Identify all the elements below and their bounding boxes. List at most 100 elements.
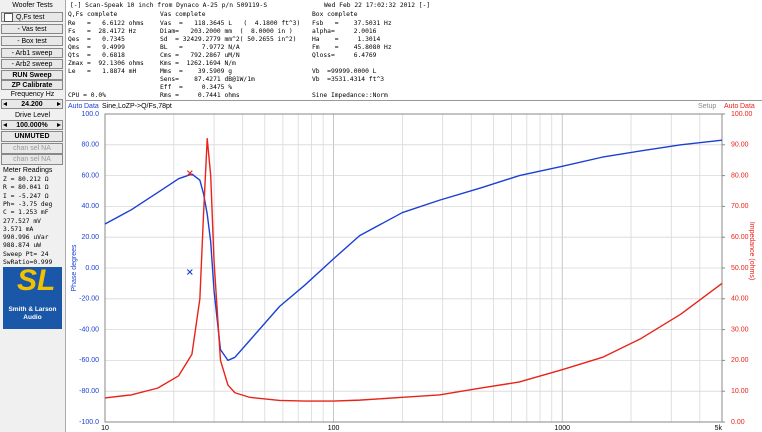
x-tick-label: 1000	[554, 425, 570, 432]
logo-text: Audio	[23, 314, 42, 321]
y2-tick-label: 50.00	[731, 265, 749, 272]
y-tick-label: 20.00	[81, 234, 99, 241]
meter-reading: I = -5.247 Ω	[3, 192, 49, 200]
y2-tick-label: 10.00	[731, 388, 749, 395]
result-row: Fsb = 37.5031 Hz	[312, 20, 392, 27]
result-row: Mms = 39.5909 g	[160, 68, 233, 75]
toolbar-button[interactable]: Data	[740, 103, 755, 110]
y2-axis-title: Impedance (ohms)	[748, 222, 755, 280]
result-row: Fs = 28.4172 Hz	[68, 28, 137, 35]
result-row: BL = 7.9772 N/A	[160, 44, 240, 51]
meter-reading: R = 80.041 Ω	[3, 184, 49, 192]
x-tick-label: 100	[328, 425, 340, 432]
meter-reading: Sweep Pt= 24	[3, 250, 49, 258]
spin-right[interactable]	[57, 102, 61, 106]
y2-tick-label: 20.00	[731, 357, 749, 364]
plot-title: Sine,LoZP->Q/Fs,78pt	[102, 103, 172, 110]
series-line	[104, 137, 723, 402]
result-row: Diam= 203.2000 mm ( 8.0000 in )	[160, 28, 293, 35]
frequency-spinner[interactable]: 24.200	[1, 99, 63, 109]
y-tick-label: -40.00	[79, 326, 99, 333]
y-tick-label: -100.0	[79, 419, 99, 426]
y-tick-label: 0.00	[85, 265, 99, 272]
y-tick-label: -20.00	[79, 296, 99, 303]
y2-tick-label: 70.00	[731, 203, 749, 210]
y-tick-label: 60.00	[81, 172, 99, 179]
frequency-label: Frequency Hz	[10, 91, 55, 98]
column-heading: Box complete	[312, 11, 358, 18]
test-button[interactable]: Q,Fs test	[1, 12, 63, 22]
test-button[interactable]: RUN Sweep	[1, 70, 63, 80]
result-row: Rms = 0.7441 ohms	[160, 92, 240, 99]
result-row: Vb =99999.0000 L	[312, 68, 377, 75]
result-row: Sens= 87.4271 dB@1W/1m	[160, 76, 255, 83]
meter-reading: Z = 80.212 Ω	[3, 176, 49, 183]
channel-button[interactable]: chan sel NA	[1, 154, 63, 165]
spin-left[interactable]	[3, 102, 7, 106]
meter-reading: 3.571 mA	[3, 225, 34, 233]
y2-tick-label: 30.00	[731, 326, 749, 333]
y2-tick-label: 100.00	[731, 111, 753, 118]
result-row: Fm = 45.8080 Hz	[312, 44, 392, 51]
marker-stroke	[186, 170, 193, 177]
result-row: Kms = 1262.1694 N/m	[160, 60, 236, 67]
toolbar-button[interactable]: Data	[84, 103, 99, 110]
meter-reading: 990.996 uVar	[3, 234, 49, 242]
result-row: Qms = 9.4999	[68, 44, 125, 51]
result-row: Zmax = 92.1306 ohms	[68, 60, 144, 67]
spin-right[interactable]	[57, 123, 61, 127]
result-row: Cms = 792.2867 uM/N	[160, 52, 240, 59]
mute-button[interactable]: UNMUTED	[1, 131, 63, 142]
test-button[interactable]: - Box test	[1, 36, 63, 46]
toolbar-button[interactable]: Auto	[724, 103, 739, 110]
toolbar-button[interactable]: Auto	[68, 103, 83, 110]
result-row: CPU = 0.0%	[68, 92, 106, 99]
test-button[interactable]: - Arb1 sweep	[1, 48, 63, 58]
results-header: [-] Scan-Speak 10 inch from Dynaco A-25 …	[66, 0, 762, 101]
date: Wed Feb 22 17:02:32 2012 [-]	[324, 2, 431, 9]
result-row: Vas = 118.3645 L ( 4.1800 ft^3)	[160, 20, 301, 27]
drive-label: Drive Level	[14, 112, 50, 119]
y-tick-label: -80.00	[79, 388, 99, 395]
y-tick-label: 80.00	[81, 142, 99, 149]
result-row: alpha= 2.0016	[312, 28, 377, 35]
x-tick-label: 10	[101, 425, 109, 432]
chart: Auto Data Sine,LoZP->Q/Fs,78pt Setup Auto Dat…	[66, 101, 762, 432]
drive-spinner[interactable]: 100.000%	[1, 120, 63, 130]
y-tick-label: 40.00	[81, 203, 99, 210]
marker-stroke	[186, 269, 193, 275]
column-heading: Q,Fs complete	[68, 11, 118, 18]
spin-left[interactable]	[3, 123, 7, 127]
result-row: Sd = 32429.2779 mm^2( 50.2655 in^2)	[160, 36, 297, 43]
sidebar: Woofer Tests Q,Fs test - Vas test - Box tes…	[0, 0, 66, 432]
test-button[interactable]: - Vas test	[1, 24, 63, 34]
test-button[interactable]: - Arb2 sweep	[1, 59, 63, 69]
logo-text: Smith & Larson	[8, 306, 57, 313]
panel-title: Woofer Tests	[12, 2, 53, 9]
setup-button[interactable]: Setup	[698, 103, 716, 110]
column-heading: Vas complete	[160, 11, 206, 18]
y-axis-title: Phase degrees	[71, 244, 78, 292]
result-row: Ha = 1.3014	[312, 36, 381, 43]
x-tick-label: 5k	[715, 425, 723, 432]
result-row: Qts = 0.6818	[68, 52, 125, 59]
result-row: Vb =3531.4314 ft^3	[312, 76, 385, 83]
meter-reading: 277.527 mV	[3, 217, 41, 225]
result-row: Le = 1.8874 mH	[68, 68, 137, 75]
result-row: Eff = 0.3475 %	[160, 84, 233, 91]
series-line	[104, 139, 723, 362]
y2-tick-label: 90.00	[731, 142, 749, 149]
test-button[interactable]: ZP Calibrate	[1, 80, 63, 90]
result-row: Sine Impedance::Norm	[312, 92, 388, 99]
meter-reading: SwRatio=0.999	[3, 259, 53, 266]
logo-mark: SL	[17, 264, 56, 297]
cursor-marker	[186, 269, 193, 275]
y2-tick-label: 0.00	[731, 419, 745, 426]
channel-button[interactable]: chan sel NA	[1, 143, 63, 154]
y-tick-label: -60.00	[79, 357, 99, 364]
status-icon	[4, 13, 13, 22]
y2-tick-label: 60.00	[731, 234, 749, 241]
file-title: [-] Scan-Speak 10 inch from Dynaco A-25 …	[70, 2, 268, 9]
meter-reading: 988.874 uW	[3, 242, 41, 250]
